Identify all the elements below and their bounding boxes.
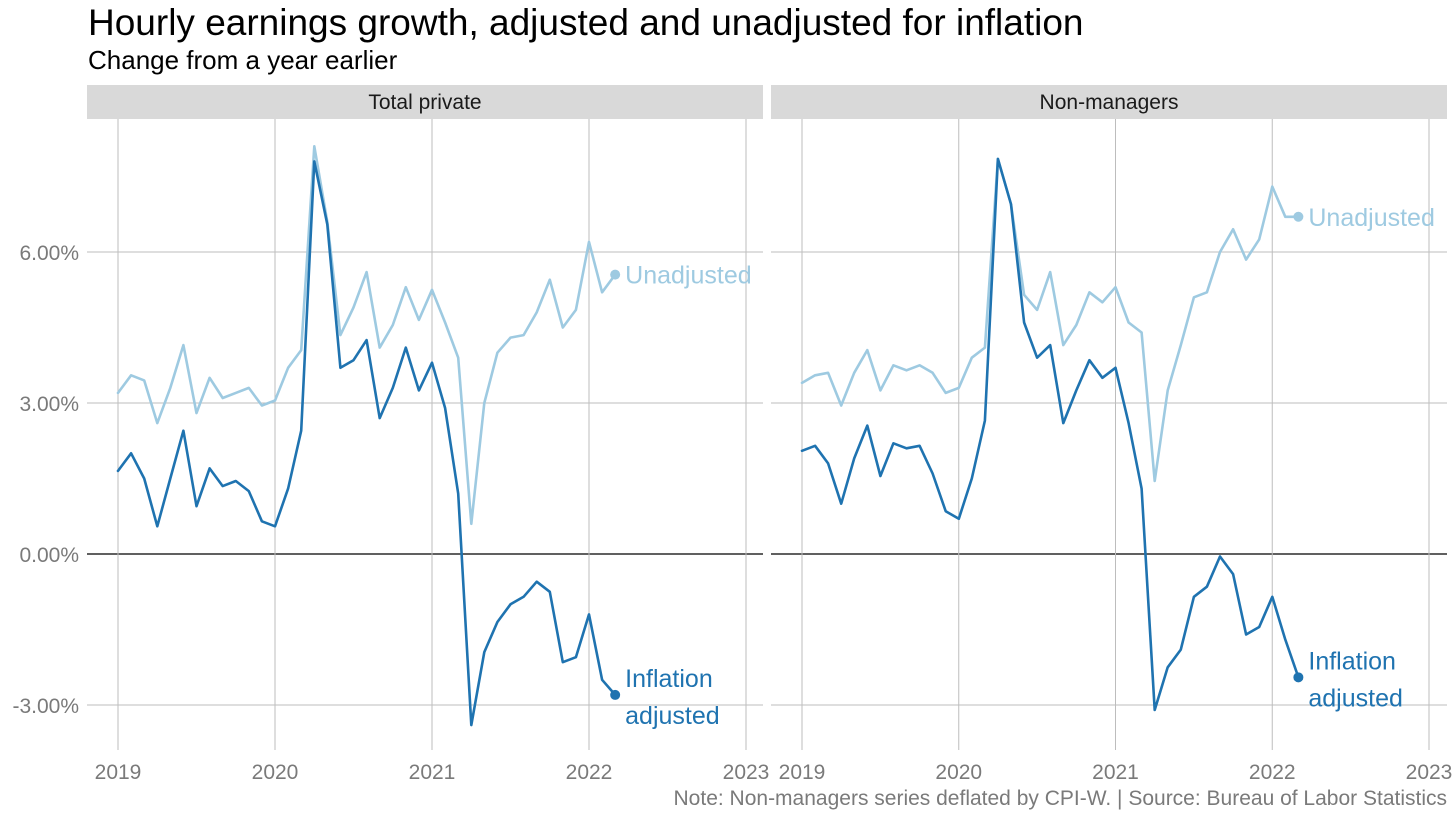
- adjusted-line: [116, 160, 617, 727]
- x-tick-label: 2019: [779, 761, 826, 784]
- adjusted-line-end-point: [610, 689, 621, 700]
- facet-strip: [87, 85, 763, 119]
- unadjusted-line: [116, 145, 617, 526]
- adjusted-line: [800, 157, 1300, 712]
- facet-strip-label: Total private: [368, 91, 481, 114]
- x-tick-label: 2020: [252, 761, 299, 784]
- chart-subtitle: Change from a year earlier: [88, 45, 398, 75]
- unadjusted-label: Unadjusted: [1308, 204, 1434, 232]
- adjusted-label-line1: Inflation: [1308, 647, 1396, 675]
- x-tick-label: 2023: [723, 761, 770, 784]
- x-tick-label: 2022: [1249, 761, 1296, 784]
- adjusted-label-line2: adjusted: [1308, 684, 1403, 712]
- unadjusted-line: [800, 157, 1300, 483]
- x-tick-label: 2022: [566, 761, 613, 784]
- source-note: Note: Non-managers series deflated by CP…: [673, 787, 1447, 810]
- facet-strip: [771, 85, 1447, 119]
- facet-strip-label: Non-managers: [1040, 91, 1179, 114]
- adjusted-line-end-point: [1293, 672, 1304, 683]
- panel-non-managers: Non-managers 2019 2020 2021 2022 2023 Unadjust…: [771, 85, 1452, 784]
- unadjusted-line-end-point: [1293, 211, 1304, 222]
- unadjusted-line-end-point: [610, 269, 621, 280]
- panel-total-private: Total private -3.00% 0.00% 3.00% 6.00% 2019 20…: [12, 85, 769, 784]
- x-tick-label: 2023: [1406, 761, 1453, 784]
- y-tick-label: -3.00%: [12, 695, 79, 718]
- x-tick-label: 2019: [95, 761, 142, 784]
- x-tick-label: 2020: [935, 761, 982, 784]
- adjusted-label-line2: adjusted: [625, 702, 720, 730]
- y-tick-label: 0.00%: [19, 544, 79, 567]
- y-tick-label: 3.00%: [19, 393, 79, 416]
- y-tick-label: 6.00%: [19, 242, 79, 265]
- x-tick-label: 2021: [1092, 761, 1139, 784]
- chart-title: Hourly earnings growth, adjusted and una…: [88, 2, 1084, 43]
- adjusted-label-line1: Inflation: [625, 665, 713, 693]
- unadjusted-label: Unadjusted: [625, 262, 751, 290]
- x-tick-label: 2021: [409, 761, 456, 784]
